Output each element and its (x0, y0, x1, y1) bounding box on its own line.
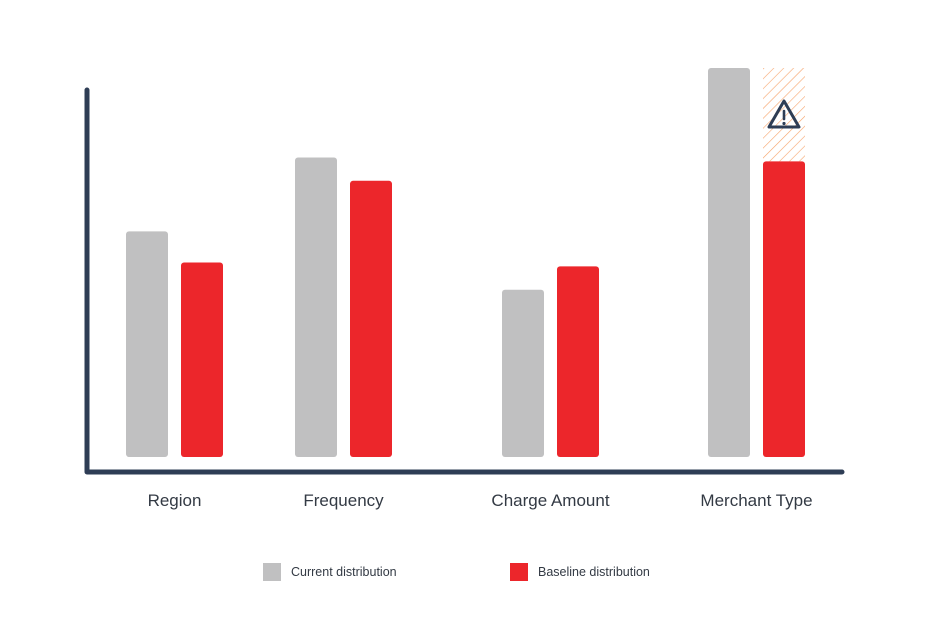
warning-icon (767, 99, 801, 129)
legend-label-current: Current distribution (291, 565, 397, 579)
bar-current-region (126, 231, 168, 457)
axes (84, 87, 845, 475)
bar-current-frequency (295, 157, 337, 457)
bar-current-charge-amount (502, 289, 544, 457)
legend-item-baseline: Baseline distribution (510, 563, 650, 581)
legend-swatch-baseline (510, 563, 528, 581)
category-labels: Region Frequency Charge Amount Merchant Typ… (148, 491, 813, 510)
x-tick-label: Region (148, 491, 202, 510)
bars-layer (126, 68, 805, 458)
bar-baseline-region (181, 262, 223, 457)
x-tick-label: Frequency (303, 491, 384, 510)
bar-baseline-charge-amount (557, 266, 599, 457)
x-tick-label: Merchant Type (700, 491, 812, 510)
axes-layer (84, 87, 845, 475)
bar-baseline-merchant-type (763, 161, 805, 458)
legend-swatch-current (263, 563, 281, 581)
bar-baseline-frequency (350, 180, 392, 457)
bar-current-merchant-type (708, 68, 750, 457)
legend-label-baseline: Baseline distribution (538, 565, 650, 579)
x-tick-label: Charge Amount (491, 491, 609, 510)
legend-item-current: Current distribution (263, 563, 397, 581)
